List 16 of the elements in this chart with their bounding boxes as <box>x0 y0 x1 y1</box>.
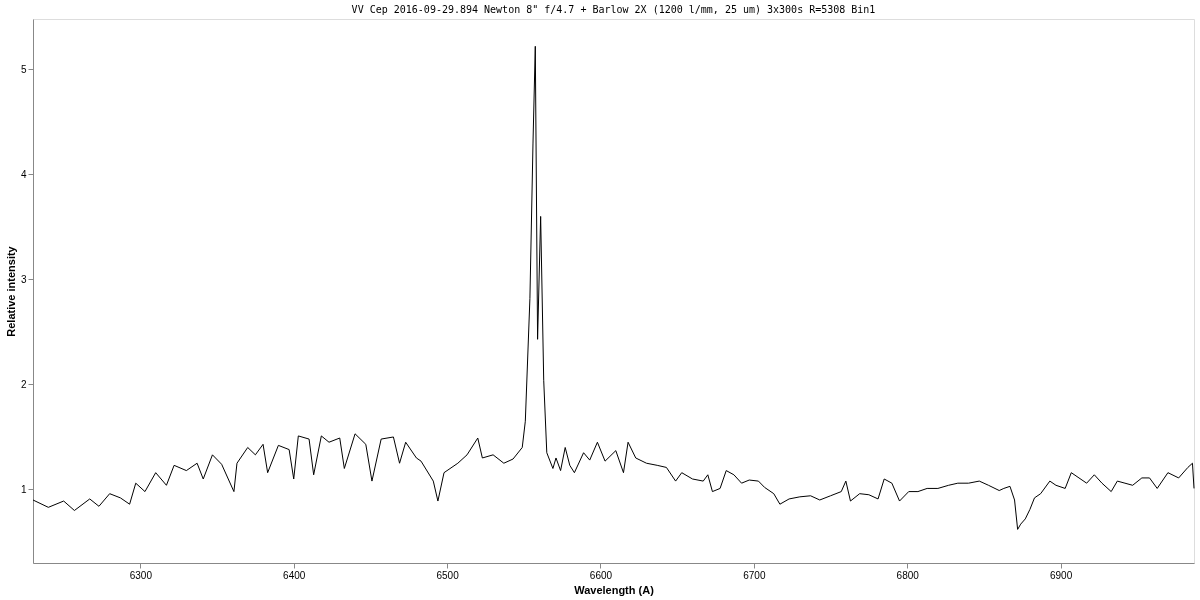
x-tick-label: 6700 <box>743 569 766 581</box>
chart-title: VV Cep 2016-09-29.894 Newton 8" f/4.7 + Barlow 2X (1200 l/mm, 25 um) 3x300s R=5308 Bin1 <box>351 4 876 15</box>
y-tick-label: 5 <box>20 63 27 75</box>
x-tick-label: 6600 <box>589 569 613 581</box>
x-tick-label: 6800 <box>896 569 920 581</box>
x-tick-label: 6500 <box>436 569 460 581</box>
x-tick-label: 6400 <box>283 569 306 581</box>
y-tick-label: 3 <box>20 273 27 285</box>
y-axis-title: Relative intensity <box>4 245 17 337</box>
line-series <box>32 45 1195 530</box>
y-tick-label: 1 <box>20 483 27 495</box>
x-axis-title: Wavelength (A) <box>574 583 655 596</box>
y-tick-label: 4 <box>20 168 27 180</box>
x-tick-label: 6900 <box>1049 569 1073 581</box>
y-tick-label: 2 <box>20 378 27 390</box>
x-tick-label: 6300 <box>129 569 153 581</box>
